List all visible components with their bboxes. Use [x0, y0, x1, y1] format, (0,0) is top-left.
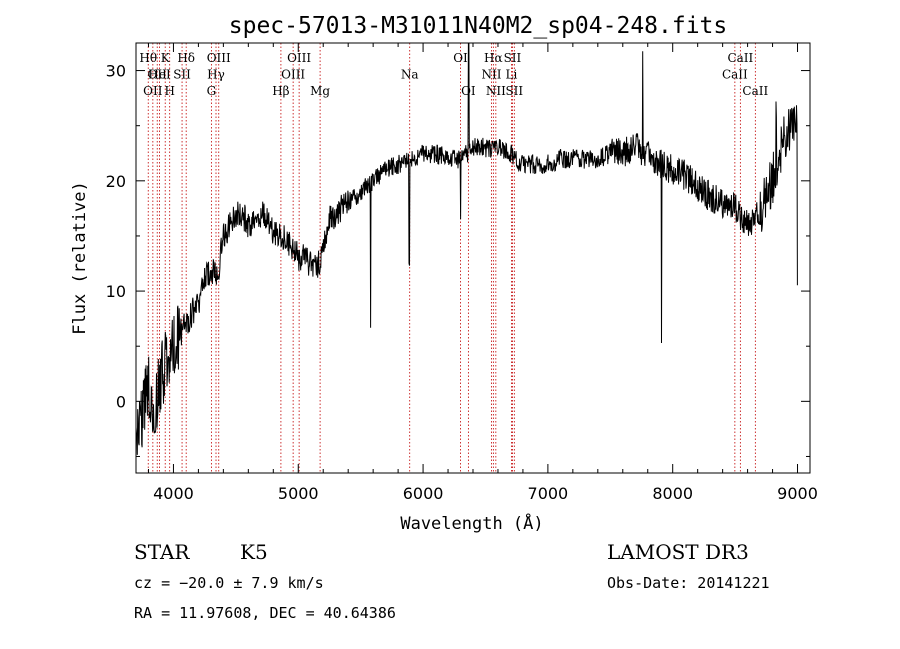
- line-marker-label: Hα: [484, 51, 503, 65]
- x-tick-label: 7000: [528, 484, 569, 503]
- line-marker-label: OIII: [281, 68, 305, 82]
- line-marker-label: OIII: [287, 51, 311, 65]
- line-marker-label: Hδ: [177, 51, 195, 65]
- line-marker-label: HeI: [148, 68, 171, 82]
- series-group: [135, 42, 798, 455]
- line-markers-group: [147, 43, 756, 473]
- line-marker-label: CaII: [727, 51, 753, 65]
- line-marker-label: G: [207, 84, 217, 98]
- line-marker-label: OIII: [207, 51, 231, 65]
- line-marker-label: NII: [481, 68, 501, 82]
- y-tick-label: 30: [106, 62, 126, 81]
- survey-name: LAMOST DR3: [607, 540, 749, 564]
- redshift-velocity: cz = −20.0 ± 7.9 km/s: [134, 574, 324, 592]
- x-tick-label: 6000: [403, 484, 444, 503]
- line-marker-label: OII: [143, 84, 163, 98]
- line-marker-label: K: [161, 51, 171, 65]
- chart-title: spec-57013-M31011N40M2_sp04-248.fits: [229, 13, 728, 39]
- line-marker-label: H: [164, 84, 174, 98]
- line-marker-label: Na: [401, 68, 419, 82]
- y-tick-label: 10: [106, 282, 126, 301]
- x-axis-label: Wavelength (Å): [400, 512, 543, 534]
- x-tick-label: 4000: [153, 484, 194, 503]
- line-marker-label: Hθ: [139, 51, 157, 65]
- sky-coordinates: RA = 11.97608, DEC = 40.64386: [134, 604, 396, 622]
- line-marker-label: SII: [505, 84, 523, 98]
- plot-frame: [135, 42, 811, 474]
- object-class: STAR: [134, 540, 190, 564]
- x-tick-label: 8000: [652, 484, 693, 503]
- line-marker-label: OI: [453, 51, 468, 65]
- line-marker-label: CaII: [722, 68, 748, 82]
- line-marker-labels: HθOIIOIIHeIKHSIIHδGHγOIIIHβOIIIOIIIMgNaO…: [139, 51, 768, 98]
- axis-tick-labels: 4000 5000 6000 7000 8000 9000 0 10 20 30: [106, 62, 818, 503]
- y-tick-label: 0: [116, 392, 126, 411]
- line-marker-label: Hγ: [207, 68, 225, 82]
- line-marker-label: OII: [148, 68, 168, 82]
- spectrum-line: [135, 42, 798, 455]
- x-tick-label: 9000: [777, 484, 818, 503]
- line-marker-label: Li: [506, 68, 518, 82]
- line-marker-label: Mg: [310, 84, 330, 98]
- object-subclass: K5: [240, 540, 268, 564]
- line-marker-label: CaII: [742, 84, 768, 98]
- x-tick-label: 5000: [278, 484, 319, 503]
- axis-ticks: [136, 43, 810, 473]
- line-marker-label: NII: [486, 84, 506, 98]
- y-tick-label: 20: [106, 172, 126, 191]
- line-marker-label: SII: [173, 68, 191, 82]
- y-axis-label: Flux (relative): [70, 181, 90, 335]
- line-marker-label: Hβ: [272, 84, 289, 98]
- line-marker-label: SII: [504, 51, 522, 65]
- observation-date: Obs-Date: 20141221: [607, 574, 770, 592]
